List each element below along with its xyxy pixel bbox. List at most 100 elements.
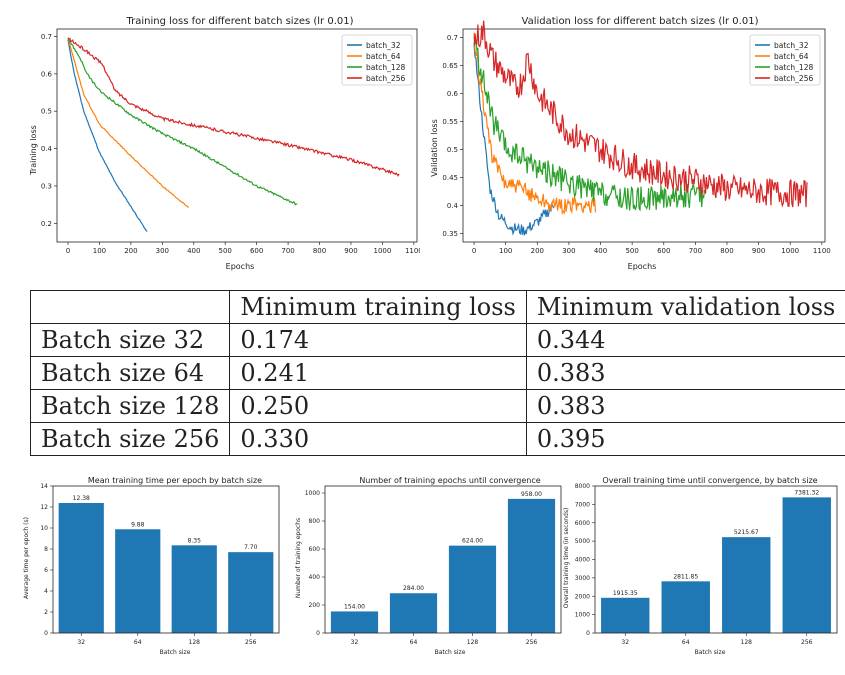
x-tick-label: 1000 <box>781 247 799 255</box>
table-header-cell <box>29 290 231 324</box>
y-tick-label: 8 <box>44 546 48 553</box>
x-tick-label: 0 <box>66 247 70 255</box>
chart-title: Mean training time per epoch by batch si… <box>88 476 262 485</box>
bar-value-label: 8.35 <box>188 537 202 544</box>
x-axis-label: Batch size <box>435 649 466 656</box>
series-line-batch_32 <box>473 45 555 236</box>
series-line-batch_256 <box>67 37 400 177</box>
min-loss-table: Minimum training loss Minimum validation… <box>29 290 845 456</box>
bar-value-label: 5215.67 <box>734 529 759 536</box>
legend-label: batch_256 <box>774 74 813 83</box>
x-tick-label: 256 <box>245 639 257 646</box>
bar-value-label: 284.00 <box>403 585 424 592</box>
y-tick-label: 0.55 <box>442 118 458 126</box>
x-tick-label: 256 <box>801 639 813 646</box>
y-tick-label: 600 <box>309 546 321 553</box>
y-tick-label: 0.4 <box>447 202 459 210</box>
y-tick-label: 0 <box>316 630 320 637</box>
x-tick-label: 600 <box>657 247 670 255</box>
y-tick-label: 1000 <box>305 490 320 497</box>
x-tick-label: 600 <box>250 247 263 255</box>
bar <box>115 529 161 633</box>
plot-frame <box>324 485 562 634</box>
legend-label: batch_32 <box>366 41 401 50</box>
x-tick-label: 900 <box>344 247 357 255</box>
y-tick-label: 0.65 <box>442 62 458 70</box>
bar-value-label: 624.00 <box>462 538 483 545</box>
x-tick-label: 200 <box>531 247 544 255</box>
y-tick-label: 1000 <box>575 612 590 619</box>
plot-frame <box>462 28 826 243</box>
y-tick-label: 6 <box>44 567 48 574</box>
table-cell: 0.174 <box>229 323 527 357</box>
legend-label: batch_32 <box>774 41 809 50</box>
series-line-batch_64 <box>473 32 597 216</box>
bar <box>171 545 217 633</box>
y-tick-label: 14 <box>40 483 48 490</box>
x-tick-label: 0 <box>472 247 476 255</box>
y-axis-label: Overall training time (in seconds) <box>563 508 570 609</box>
x-tick-label: 700 <box>689 247 702 255</box>
table-row: Batch size 32 0.174 0.344 <box>29 323 845 357</box>
table-row: Batch size 128 0.250 0.383 <box>29 389 845 423</box>
y-axis-label: Number of training epochs <box>295 518 302 598</box>
bar <box>389 593 438 633</box>
table-cell: Batch size 64 <box>29 356 231 390</box>
table-header-row: Minimum training loss Minimum validation… <box>29 290 845 324</box>
x-tick-label: 200 <box>124 247 137 255</box>
training-loss-plot: 0 100 200 300 400 500 600 700 800 900 1000 1100 0.2 0… <box>41 28 420 255</box>
bar-value-label: 12.38 <box>73 495 90 502</box>
series-line-batch_256 <box>473 20 808 208</box>
y-tick-label: 0.4 <box>41 145 53 153</box>
y-tick-label: 0.2 <box>41 220 52 228</box>
x-tick-label: 32 <box>77 639 85 646</box>
y-tick-label: 12 <box>40 504 48 511</box>
epoch-time-plot: 0 2 4 6 8 10 12 14 12.38 32 9.88 64 8.35 128 7.70 256 <box>40 483 280 646</box>
chart-title: Overall training time until convergence,… <box>602 476 817 485</box>
bar <box>661 581 710 633</box>
training-loss-chart: Training loss for different batch sizes … <box>29 16 420 271</box>
table-cell: 0.250 <box>229 389 527 423</box>
plot-frame <box>56 28 418 243</box>
x-tick-label: 64 <box>410 639 418 646</box>
y-tick-label: 0.6 <box>41 70 53 78</box>
series-line-batch_128 <box>473 36 706 212</box>
y-tick-label: 8000 <box>575 483 590 490</box>
y-tick-label: 0 <box>586 630 590 637</box>
bar <box>601 597 650 633</box>
y-tick-label: 5000 <box>575 538 590 545</box>
legend-label: batch_128 <box>366 63 405 72</box>
x-tick-label: 128 <box>741 639 753 646</box>
validation-loss-chart: Validation loss for different batch size… <box>430 16 831 271</box>
y-tick-label: 0 <box>44 630 48 637</box>
table-cell: Batch size 32 <box>29 323 231 357</box>
y-tick-label: 400 <box>309 574 321 581</box>
x-tick-label: 64 <box>682 639 690 646</box>
plot-frame <box>594 485 838 634</box>
epochs-plot: 0 200 400 600 800 1000 154.00 32 284.00 64 624.00 1… <box>305 485 562 646</box>
bar <box>507 498 556 633</box>
y-tick-label: 7000 <box>575 501 590 508</box>
table-cell: 0.383 <box>525 389 845 423</box>
x-tick-label: 1000 <box>374 247 392 255</box>
y-tick-label: 2000 <box>575 593 590 600</box>
chart-title: Training loss for different batch sizes … <box>125 16 353 27</box>
table-cell: 0.344 <box>525 323 845 357</box>
x-axis-label: Batch size <box>160 649 191 656</box>
table-row: Batch size 256 0.330 0.395 <box>29 422 845 456</box>
x-tick-label: 400 <box>187 247 200 255</box>
y-tick-label: 0.7 <box>447 34 458 42</box>
table-cell: 0.330 <box>229 422 527 456</box>
bar <box>782 497 831 633</box>
series-line-batch_32 <box>67 39 148 232</box>
total-time-plot: 0 1000 2000 3000 4000 5000 6000 7000 8000 1915.35… <box>575 483 838 646</box>
y-tick-label: 6000 <box>575 520 590 527</box>
bar <box>58 503 104 633</box>
bar <box>722 537 771 633</box>
legend-label: batch_64 <box>366 52 401 61</box>
table-header-cell: Minimum validation loss <box>525 290 845 324</box>
table-header-cell: Minimum training loss <box>229 290 527 324</box>
table-row: Batch size 64 0.241 0.383 <box>29 356 845 390</box>
x-axis-label: Batch size <box>695 649 726 656</box>
bar-value-label: 2811.85 <box>673 573 698 580</box>
